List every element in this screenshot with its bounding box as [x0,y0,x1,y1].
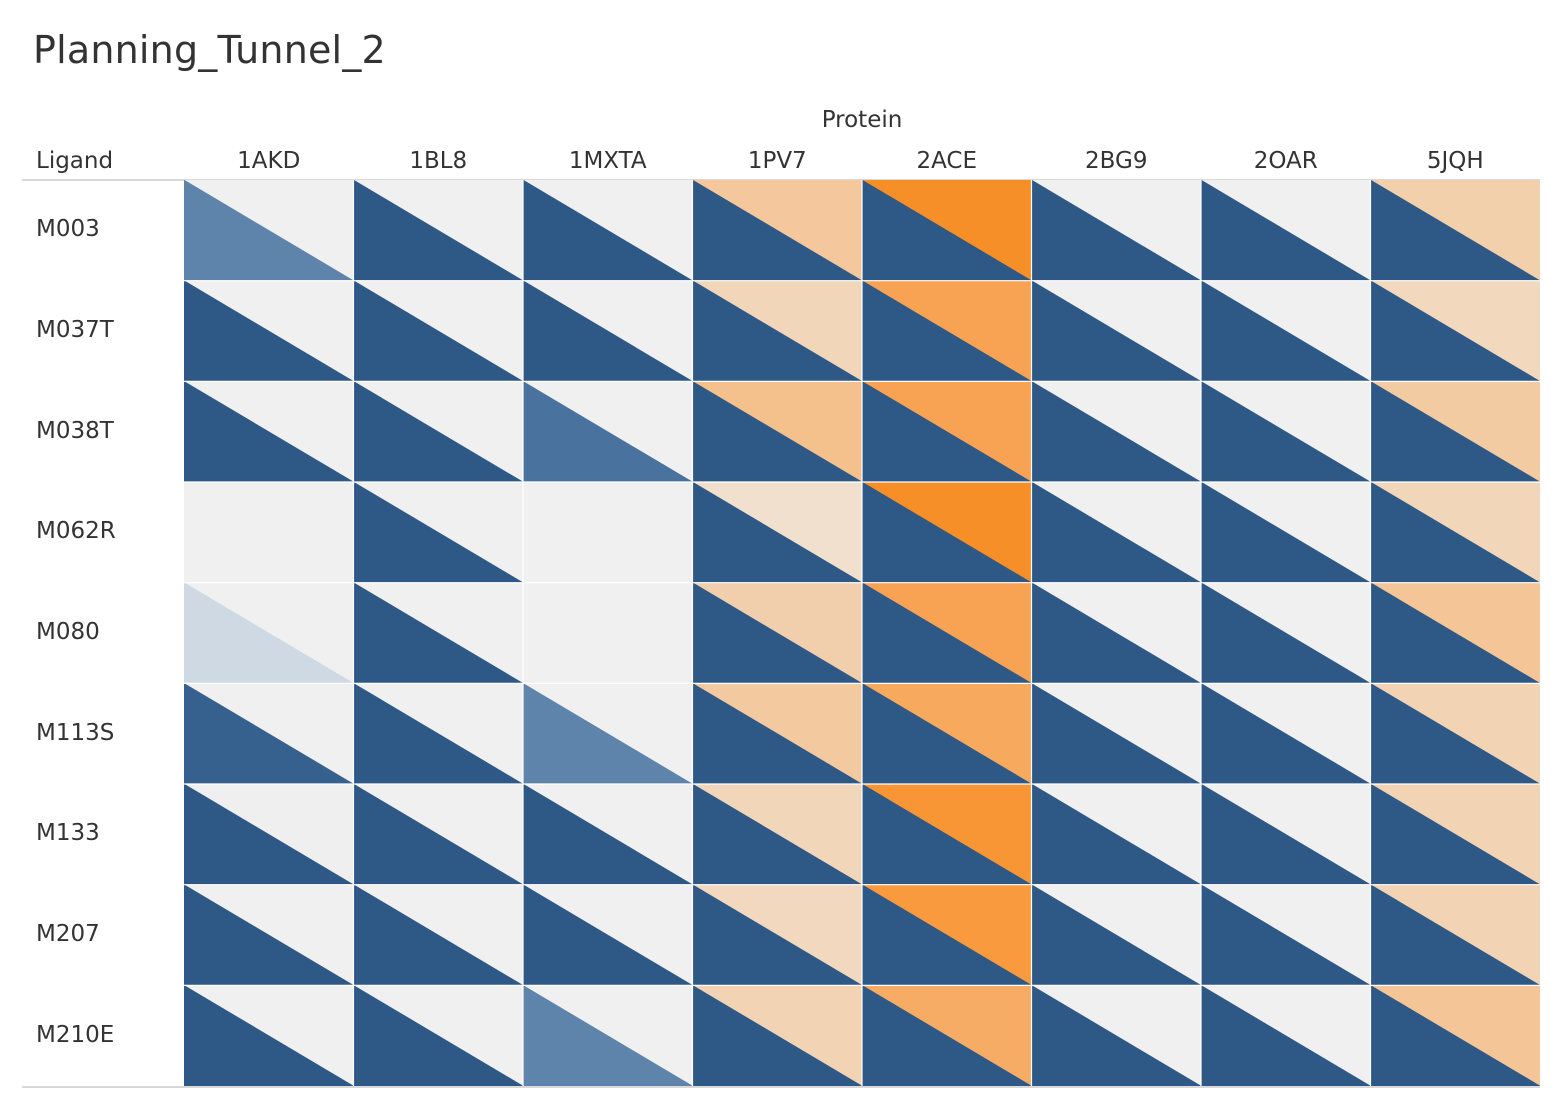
cell-m038t-2oar [1199,380,1372,483]
cell-m003-1pv7 [691,180,864,282]
cell-m207-1akd [184,884,355,986]
column-label-2bg9: 2BG9 [1085,148,1148,174]
heatmap-grid [184,180,1540,1086]
cell-m133-2ace [860,783,1033,886]
cell-m113s-5jqh [1369,682,1540,785]
cell-m037t-1pv7 [691,280,864,382]
row-label-m210e: M210E [36,1021,115,1048]
cell-m003-2bg9 [1030,180,1203,282]
cell-m080-1mxta [521,582,694,684]
cell-m133-2oar [1199,783,1372,886]
row-header-ligand: Ligand [36,148,114,174]
cell-m113s-1bl8 [352,682,525,785]
cell-m037t-1akd [184,280,355,382]
column-label-1bl8: 1BL8 [409,148,468,174]
cell-m038t-2bg9 [1030,380,1203,483]
cell-m080-1akd [184,582,355,684]
cell-m037t-1bl8 [352,280,525,382]
cell-m062r-5jqh [1369,481,1540,584]
row-label-m080: M080 [36,619,100,645]
cell-m133-1akd [184,783,355,886]
row-label-m038t: M038T [36,417,114,444]
cell-m038t-1bl8 [352,380,525,483]
column-label-1pv7: 1PV7 [747,148,807,174]
row-label-m062r: M062R [36,518,116,545]
cell-m038t-1akd [184,380,355,483]
cell-m080-1bl8 [352,582,525,684]
cell-m003-1akd [184,180,355,282]
cell-m038t-5jqh [1369,380,1540,483]
cell-m062r-1bl8 [352,481,525,584]
cell-m080-2oar [1199,582,1372,684]
cell-m207-1pv7 [691,884,864,986]
cell-m003-2oar [1200,180,1372,282]
row-label-m207: M207 [36,921,100,948]
column-label-1mxta: 1MXTA [568,148,647,174]
cell-m207-2bg9 [1030,884,1203,986]
cell-m207-2ace [860,884,1033,986]
cell-m062r-2bg9 [1030,481,1203,584]
column-label-5jqh: 5JQH [1426,148,1484,174]
cell-m080-5jqh [1369,582,1540,684]
cell-m210e-1akd [184,985,355,1086]
cell-m062r-1mxta [521,481,694,584]
cell-m080-1pv7 [691,582,864,684]
chart-title: Planning_Tunnel_2 [33,28,386,72]
cell-m210e-1pv7 [691,984,863,1086]
cell-m210e-2ace [860,984,1033,1086]
cell-m003-1bl8 [352,180,525,282]
column-label-2oar: 2OAR [1253,148,1318,174]
cell-m038t-1pv7 [691,380,864,483]
cell-m133-2bg9 [1030,783,1203,886]
cell-m210e-5jqh [1369,984,1540,1086]
cell-m210e-2bg9 [1030,984,1202,1086]
cell-m207-1bl8 [352,884,525,986]
cell-m113s-1pv7 [691,682,864,785]
cell-m207-5jqh [1369,884,1540,986]
cell-m080-2ace [860,582,1033,684]
cell-m207-1mxta [521,884,694,986]
cell-m062r-1pv7 [691,481,864,584]
cell-m037t-2ace [860,280,1033,382]
column-label-1akd: 1AKD [237,148,301,174]
cell-m003-2ace [861,180,1033,282]
cell-m062r-2ace [860,481,1033,584]
row-label-m113s: M113S [36,719,115,746]
row-label-m037t: M037T [36,317,114,343]
cell-m038t-1mxta [521,380,694,483]
cell-m038t-2ace [860,380,1033,483]
cell-m133-5jqh [1369,783,1540,886]
cell-m062r-1akd [184,481,355,584]
cell-m113s-1mxta [521,682,694,785]
cell-m062r-2oar [1199,481,1372,584]
bottom-divider [22,1086,1540,1088]
cell-m133-1pv7 [691,783,864,886]
cell-m210e-1bl8 [352,984,524,1086]
cell-m037t-1mxta [521,280,694,382]
cell-m003-5jqh [1369,180,1540,282]
cell-m037t-5jqh [1369,280,1540,382]
row-label-m003: M003 [36,216,100,243]
column-label-2ace: 2ACE [916,148,978,174]
cell-m133-1bl8 [352,783,525,886]
cell-m037t-2oar [1199,280,1372,382]
cell-lower-triangle [184,985,355,1086]
row-label-m133: M133 [36,820,100,847]
cell-m113s-2bg9 [1030,682,1203,785]
cell-m133-1mxta [521,783,694,886]
cell-m113s-1akd [184,683,355,785]
cell-m080-2bg9 [1030,582,1203,684]
cell-m210e-2oar [1199,984,1372,1086]
cell-m003-1mxta [522,180,694,282]
cell-m210e-1mxta [521,984,694,1086]
cell-m113s-2oar [1199,682,1372,785]
cell-m113s-2ace [860,682,1033,785]
cell-m207-2oar [1199,884,1372,986]
column-header-protein: Protein [821,107,903,133]
cell-m037t-2bg9 [1030,280,1203,382]
